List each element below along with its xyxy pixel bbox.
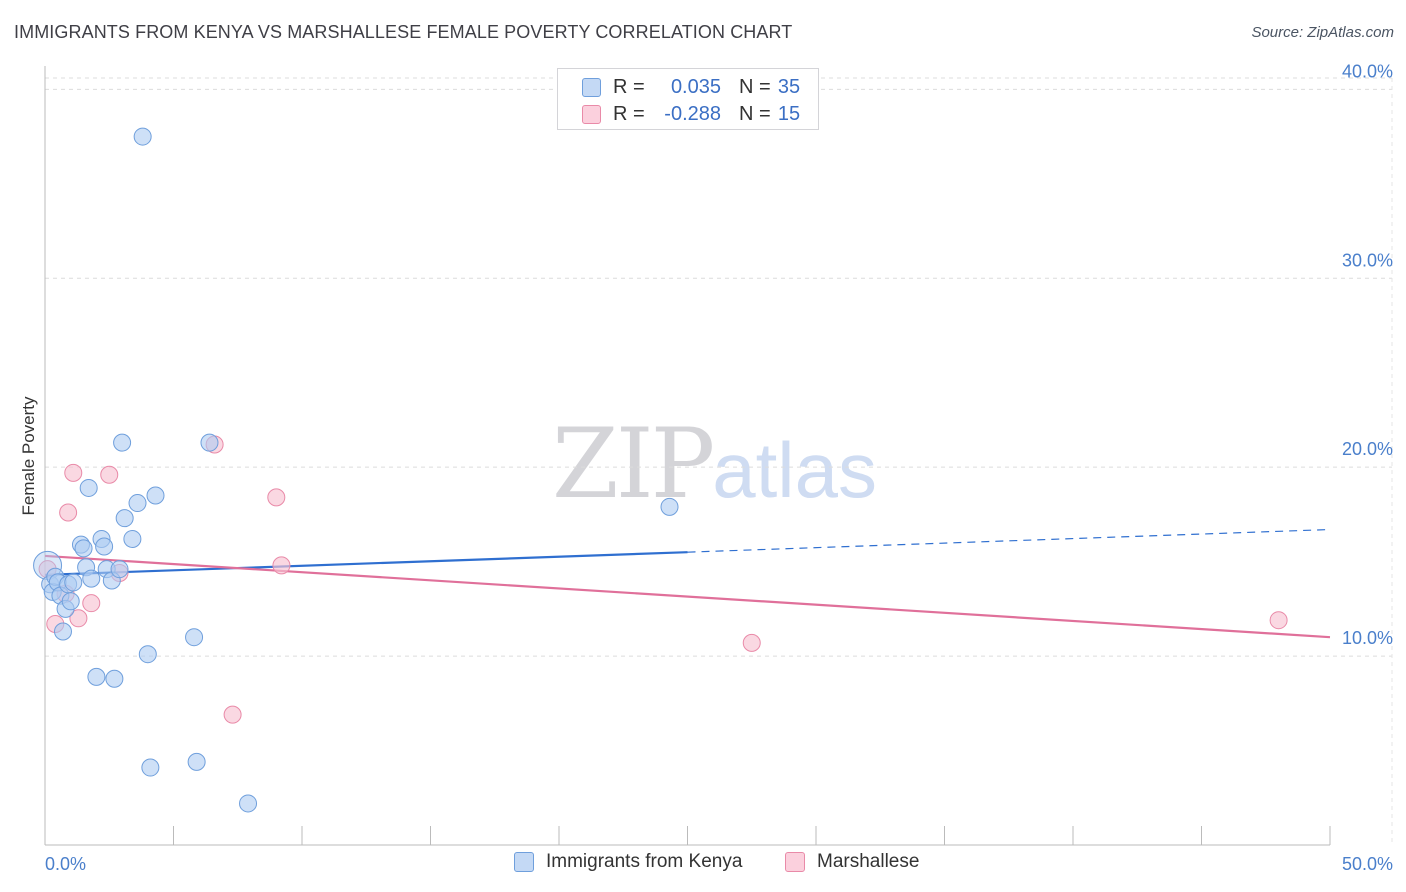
trendline-kenya-extension xyxy=(687,528,1331,553)
legend-n-value: 35 xyxy=(777,75,801,98)
legend-r-label: R = xyxy=(613,102,645,125)
point-kenya xyxy=(105,669,124,688)
legend-r-label: R = xyxy=(613,75,645,98)
grid-lines xyxy=(45,77,1393,845)
y-tick-label: 20.0% xyxy=(1342,439,1393,459)
point-kenya xyxy=(133,127,152,146)
series-legend-kenya: Immigrants from Kenya xyxy=(514,851,742,873)
point-kenya xyxy=(61,592,80,611)
point-kenya xyxy=(82,569,101,588)
point-kenya xyxy=(138,645,157,664)
x-tick-label-max: 50.0% xyxy=(1342,854,1393,874)
point-kenya xyxy=(95,537,114,556)
correlation-legend: R = 0.035 N = 35 R = -0.288 N = 15 xyxy=(557,68,819,130)
point-kenya xyxy=(113,433,132,452)
series-label-marshallese: Marshallese xyxy=(817,851,920,872)
point-kenya xyxy=(123,529,142,548)
y-axis-title: Female Poverty xyxy=(19,396,38,516)
series-legend: Immigrants from Kenya Marshallese xyxy=(0,851,1406,877)
point-kenya xyxy=(146,486,165,505)
legend-swatch-marshallese xyxy=(582,104,601,124)
watermark: ZIPatlas xyxy=(552,408,877,520)
watermark-zip: ZIP xyxy=(552,408,715,520)
legend-swatch-kenya xyxy=(582,77,601,97)
legend-n-value: 15 xyxy=(777,102,801,125)
point-kenya xyxy=(128,494,147,513)
y-tick-label: 40.0% xyxy=(1342,61,1393,81)
legend-n-label: N = xyxy=(739,102,771,125)
source-credit: Source: ZipAtlas.com xyxy=(1251,24,1394,41)
legend-r-value: 0.035 xyxy=(670,75,721,98)
point-marshallese xyxy=(742,633,761,652)
point-kenya xyxy=(79,478,98,497)
legend-row-marshallese: R = -0.288 N = 15 xyxy=(582,101,801,127)
chart-title: IMMIGRANTS FROM KENYA VS MARSHALLESE FEM… xyxy=(14,22,793,42)
point-kenya xyxy=(74,539,93,558)
point-kenya xyxy=(141,758,160,777)
point-marshallese xyxy=(69,609,88,628)
point-marshallese xyxy=(223,705,242,724)
point-marshallese xyxy=(100,465,119,484)
axes xyxy=(44,66,1331,846)
point-kenya xyxy=(115,509,134,528)
legend-r-value: -0.288 xyxy=(664,102,721,125)
y-tick-label: 10.0% xyxy=(1342,628,1393,648)
legend-row-kenya: R = 0.035 N = 35 xyxy=(582,74,801,100)
point-marshallese xyxy=(267,488,286,507)
trendline-marshallese xyxy=(44,554,1331,639)
point-kenya xyxy=(200,433,219,452)
point-kenya xyxy=(53,622,72,641)
point-kenya xyxy=(64,573,83,592)
series-swatch-marshallese xyxy=(785,852,805,872)
point-kenya xyxy=(87,667,106,686)
point-kenya xyxy=(110,560,129,579)
point-marshallese xyxy=(59,503,78,522)
point-marshallese xyxy=(82,594,101,613)
trend-lines xyxy=(44,528,1331,639)
y-tick-label: 30.0% xyxy=(1342,250,1393,270)
point-kenya xyxy=(187,752,206,771)
series-swatch-kenya xyxy=(514,852,534,872)
trendline-kenya xyxy=(44,551,688,576)
point-marshallese xyxy=(1269,611,1288,630)
point-kenya xyxy=(660,497,679,516)
x-tick-label-min: 0.0% xyxy=(45,854,86,874)
watermark-atlas: atlas xyxy=(712,426,877,514)
legend-n-label: N = xyxy=(739,75,771,98)
data-points xyxy=(33,127,1288,813)
point-marshallese xyxy=(272,556,291,575)
series-legend-marshallese: Marshallese xyxy=(785,851,919,873)
point-marshallese xyxy=(64,463,83,482)
point-kenya xyxy=(185,628,204,647)
point-kenya xyxy=(239,794,258,813)
axis-labels: 10.0% 20.0% 30.0% 40.0% 0.0% 50.0% Female Pove… xyxy=(19,61,1393,874)
series-label-kenya: Immigrants from Kenya xyxy=(546,851,743,872)
